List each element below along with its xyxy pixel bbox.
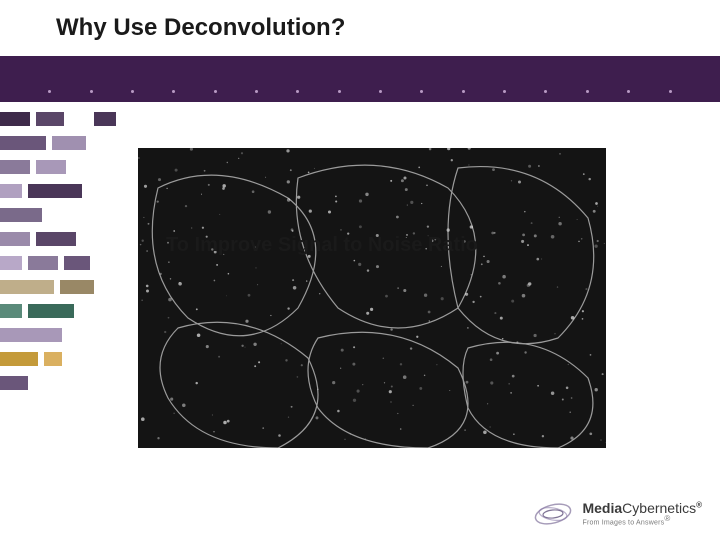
accent-dot <box>255 90 258 93</box>
accent-dot <box>462 90 465 93</box>
color-block <box>52 136 86 150</box>
microscopy-image <box>138 148 606 448</box>
block-row <box>0 230 140 248</box>
logo-tagline: From Images to Answers® <box>582 515 702 526</box>
color-block <box>0 376 28 390</box>
color-block <box>36 160 66 174</box>
logo-text: MediaCybernetics® From Images to Answers… <box>582 501 702 526</box>
logo-brand: MediaCybernetics® <box>582 501 702 515</box>
swirl-icon <box>532 500 574 528</box>
accent-dot <box>379 90 382 93</box>
dot-row <box>0 86 720 96</box>
accent-dot <box>586 90 589 93</box>
slide-title: Why Use Deconvolution? <box>56 14 720 42</box>
color-block <box>36 232 76 246</box>
accent-dot <box>338 90 341 93</box>
color-block <box>0 352 38 366</box>
accent-dot <box>214 90 217 93</box>
accent-dot <box>48 90 51 93</box>
color-block <box>60 280 94 294</box>
color-block <box>64 256 90 270</box>
color-block <box>0 184 22 198</box>
block-row <box>0 134 140 152</box>
accent-dot <box>296 90 299 93</box>
title-bar: Why Use Deconvolution? <box>0 0 720 56</box>
block-row <box>0 254 140 272</box>
color-block <box>44 352 62 366</box>
logo-brand-a: Media <box>582 500 622 516</box>
color-block <box>28 256 58 270</box>
registered-mark: ® <box>696 501 702 510</box>
block-row <box>0 182 140 200</box>
color-block <box>0 328 62 342</box>
logo-brand-b: Cybernetics <box>622 500 696 516</box>
color-block <box>0 280 54 294</box>
brand-logo: MediaCybernetics® From Images to Answers… <box>532 500 702 528</box>
block-row <box>0 158 140 176</box>
block-row <box>0 326 140 344</box>
block-row <box>0 374 140 392</box>
cell-image-svg <box>138 148 606 448</box>
accent-dot <box>544 90 547 93</box>
accent-dot <box>503 90 506 93</box>
accent-dot <box>172 90 175 93</box>
accent-dot <box>669 90 672 93</box>
color-block <box>0 112 30 126</box>
block-row <box>0 278 140 296</box>
block-row <box>0 350 140 368</box>
color-block <box>0 136 46 150</box>
block-row <box>0 110 140 128</box>
block-row <box>0 206 140 224</box>
color-block <box>0 160 30 174</box>
color-block <box>0 232 30 246</box>
color-block <box>94 112 116 126</box>
accent-dot <box>627 90 630 93</box>
slide-caption: To Improve Signal to Noise Ratio <box>166 234 478 257</box>
accent-band <box>0 56 720 102</box>
color-block <box>0 304 22 318</box>
color-block <box>28 304 74 318</box>
accent-dot <box>131 90 134 93</box>
block-row <box>0 302 140 320</box>
color-block <box>0 256 22 270</box>
decorative-blocks <box>0 110 140 398</box>
accent-dot <box>90 90 93 93</box>
color-block <box>0 208 42 222</box>
color-block <box>28 184 82 198</box>
accent-dot <box>420 90 423 93</box>
color-block <box>36 112 64 126</box>
